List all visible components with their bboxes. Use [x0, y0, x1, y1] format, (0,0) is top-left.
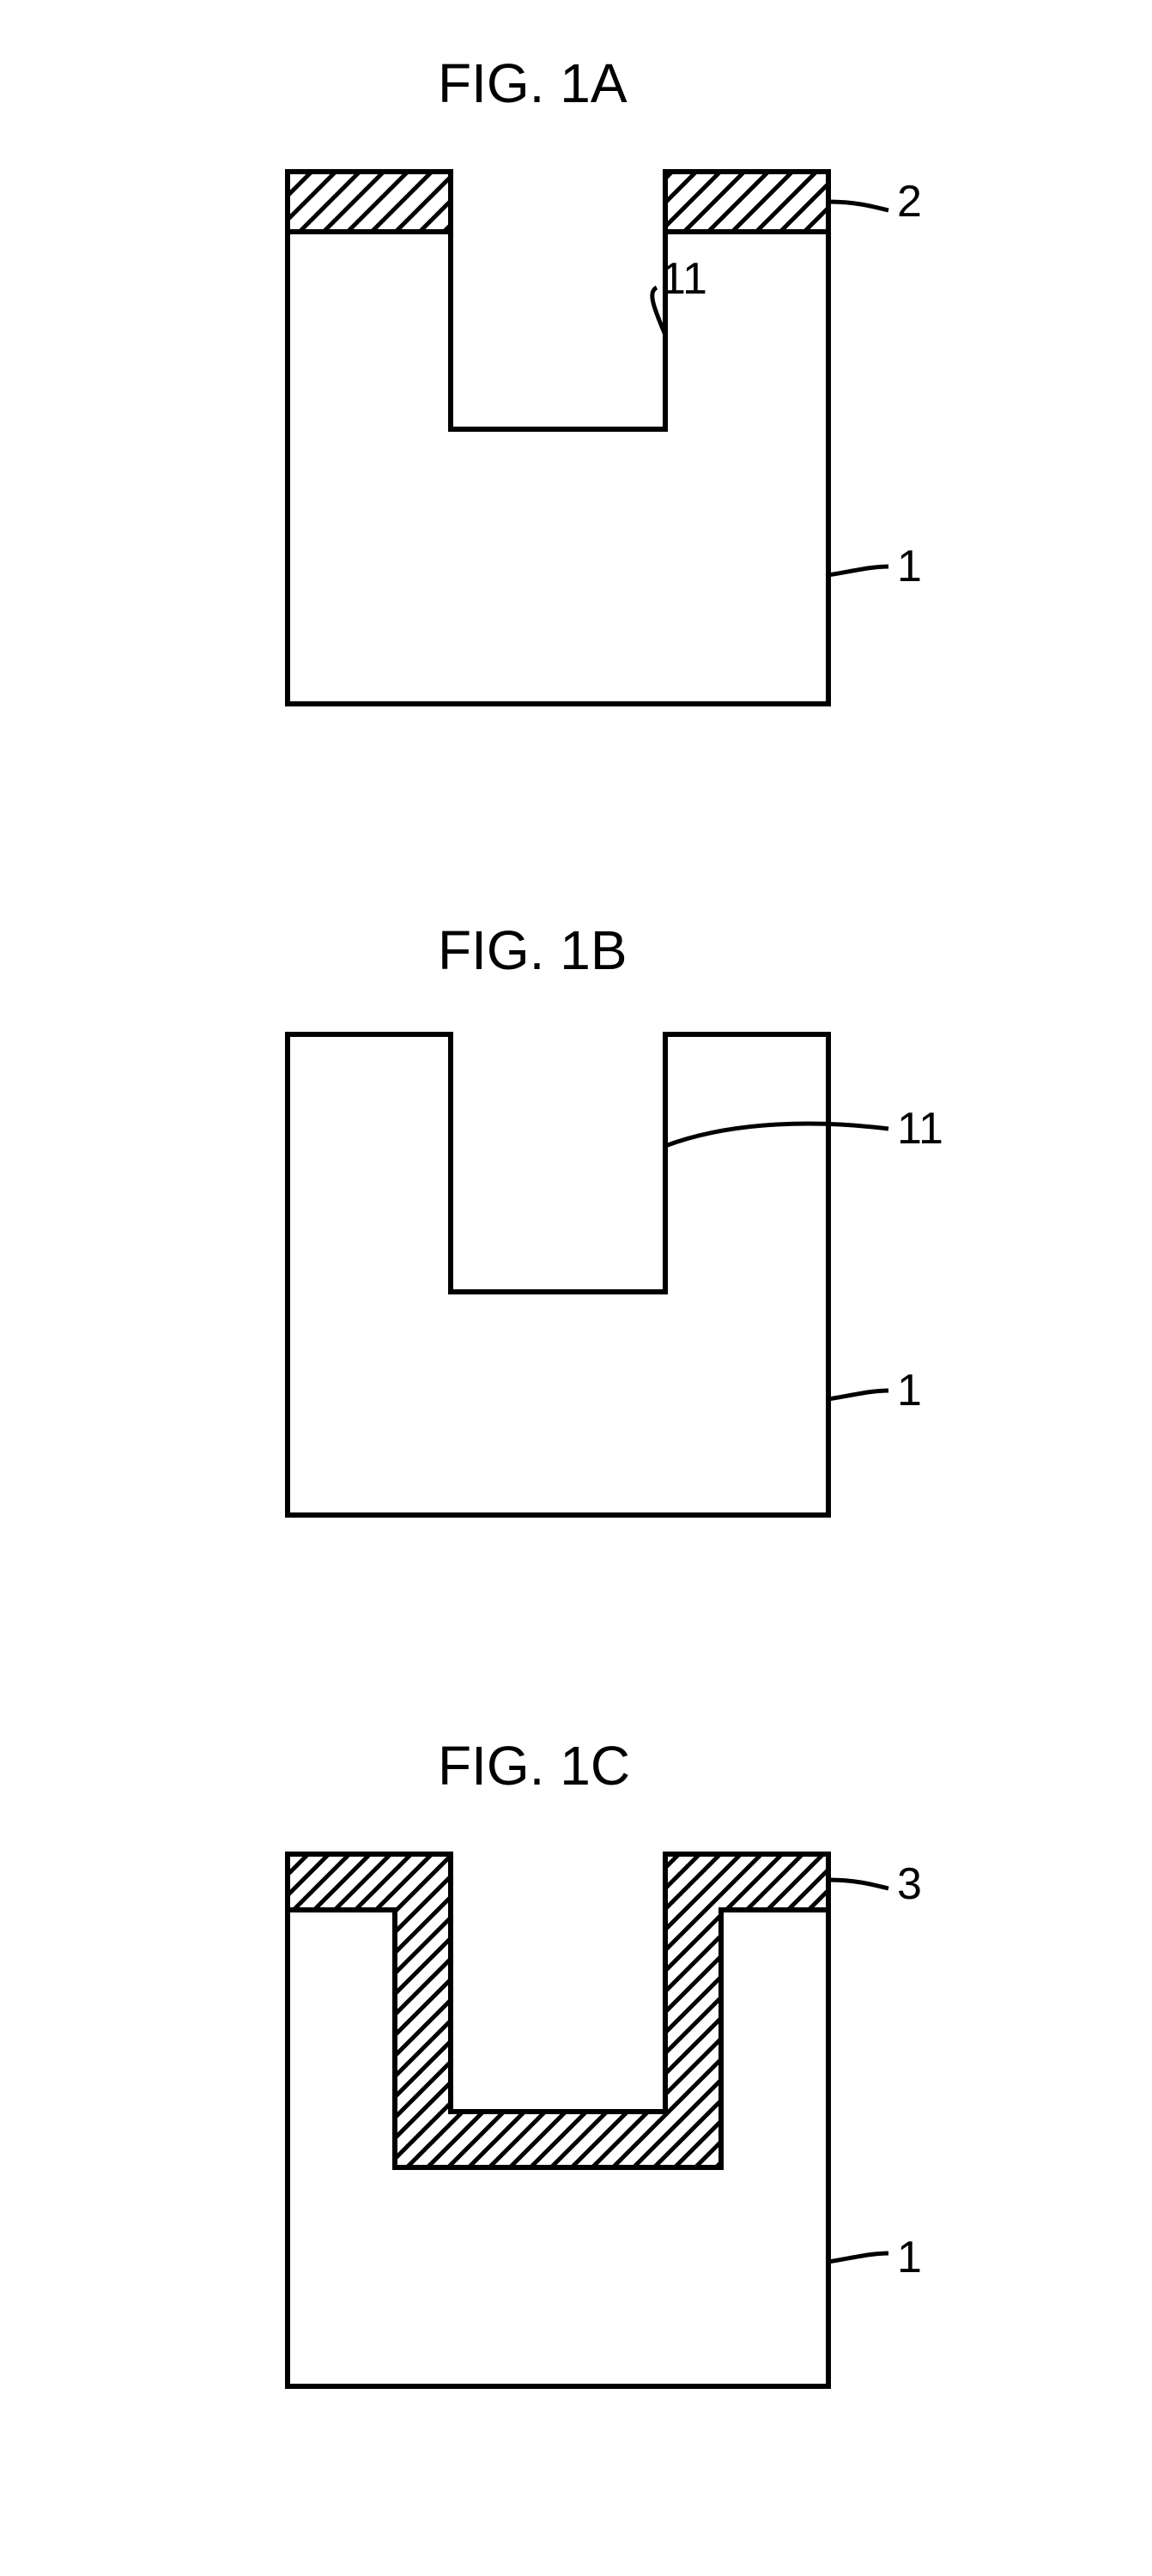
panel-fig-1c: [288, 1854, 957, 2421]
label-1-c: 1: [897, 2232, 922, 2283]
label-1-b: 1: [897, 1365, 922, 1416]
substrate-1a: [288, 232, 828, 704]
leader-3: [828, 1880, 888, 1888]
panel-fig-1a: [288, 172, 957, 738]
substrate-1b: [288, 1034, 828, 1515]
page: FIG. 1A 2 11 1 FIG. 1B 11: [0, 0, 1152, 2576]
leader-2: [828, 202, 888, 210]
leader-1-b: [828, 1391, 888, 1399]
top-layer-right-1a: [665, 172, 828, 232]
label-3: 3: [897, 1858, 922, 1910]
label-2: 2: [897, 176, 922, 227]
label-1-a: 1: [897, 541, 922, 592]
title-fig-1b: FIG. 1B: [438, 918, 628, 982]
leader-1-a: [828, 567, 888, 575]
title-fig-1c: FIG. 1C: [438, 1734, 630, 1797]
top-layer-left-1a: [288, 172, 451, 232]
title-fig-1a: FIG. 1A: [438, 52, 628, 115]
panel-fig-1b: [288, 1034, 957, 1532]
leader-1-c: [828, 2253, 888, 2262]
label-11-b: 11: [897, 1103, 943, 1155]
label-11-a: 11: [661, 253, 707, 305]
